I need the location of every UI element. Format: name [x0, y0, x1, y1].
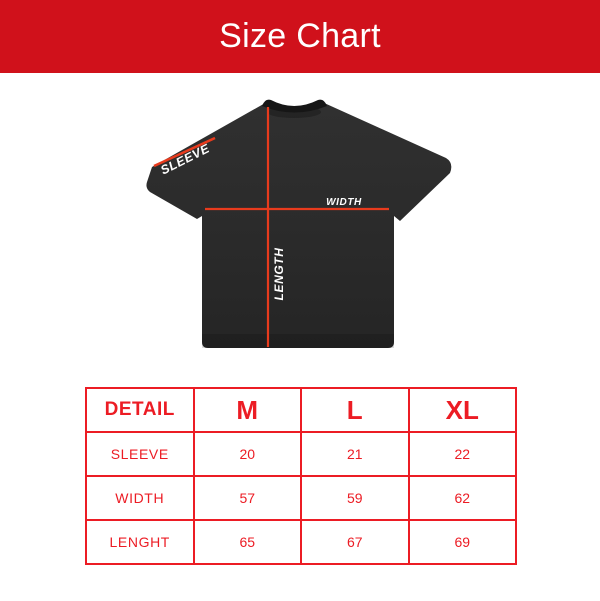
row-label-lenght: LENGHT — [85, 519, 195, 565]
column-header-xl: XL — [407, 387, 517, 433]
column-header-detail: DETAIL — [85, 387, 195, 433]
size-table: DETAIL M L XL SLEEVE 20 21 22 WIDTH 57 5… — [85, 387, 517, 565]
cell-sleeve-l: 21 — [300, 431, 410, 477]
table-header-row: DETAIL M L XL — [85, 387, 517, 433]
table-row-sleeve: SLEEVE 20 21 22 — [85, 431, 517, 477]
cell-width-m: 57 — [192, 475, 302, 521]
tshirt-collar — [262, 99, 327, 113]
length-line-label: LENGTH — [272, 248, 286, 301]
width-line-label: WIDTH — [326, 197, 362, 208]
cell-sleeve-m: 20 — [192, 431, 302, 477]
collar-shadow — [267, 106, 321, 118]
table-row-lenght: LENGHT 65 67 69 — [85, 519, 517, 565]
row-label-sleeve: SLEEVE — [85, 431, 195, 477]
header-banner: Size Chart — [0, 0, 600, 73]
hem-shading — [202, 334, 394, 348]
tshirt-body — [146, 102, 452, 348]
table-row-width: WIDTH 57 59 62 — [85, 475, 517, 521]
cell-sleeve-xl: 22 — [407, 431, 517, 477]
cell-lenght-xl: 69 — [407, 519, 517, 565]
row-label-width: WIDTH — [85, 475, 195, 521]
sleeve-measure-line — [153, 136, 216, 168]
column-header-m: M — [192, 387, 302, 433]
cell-lenght-l: 67 — [300, 519, 410, 565]
page-title: Size Chart — [219, 17, 381, 55]
sleeve-line-label: SLEEVE — [158, 141, 212, 177]
cell-width-xl: 62 — [407, 475, 517, 521]
cell-width-l: 59 — [300, 475, 410, 521]
column-header-l: L — [300, 387, 410, 433]
cell-lenght-m: 65 — [192, 519, 302, 565]
